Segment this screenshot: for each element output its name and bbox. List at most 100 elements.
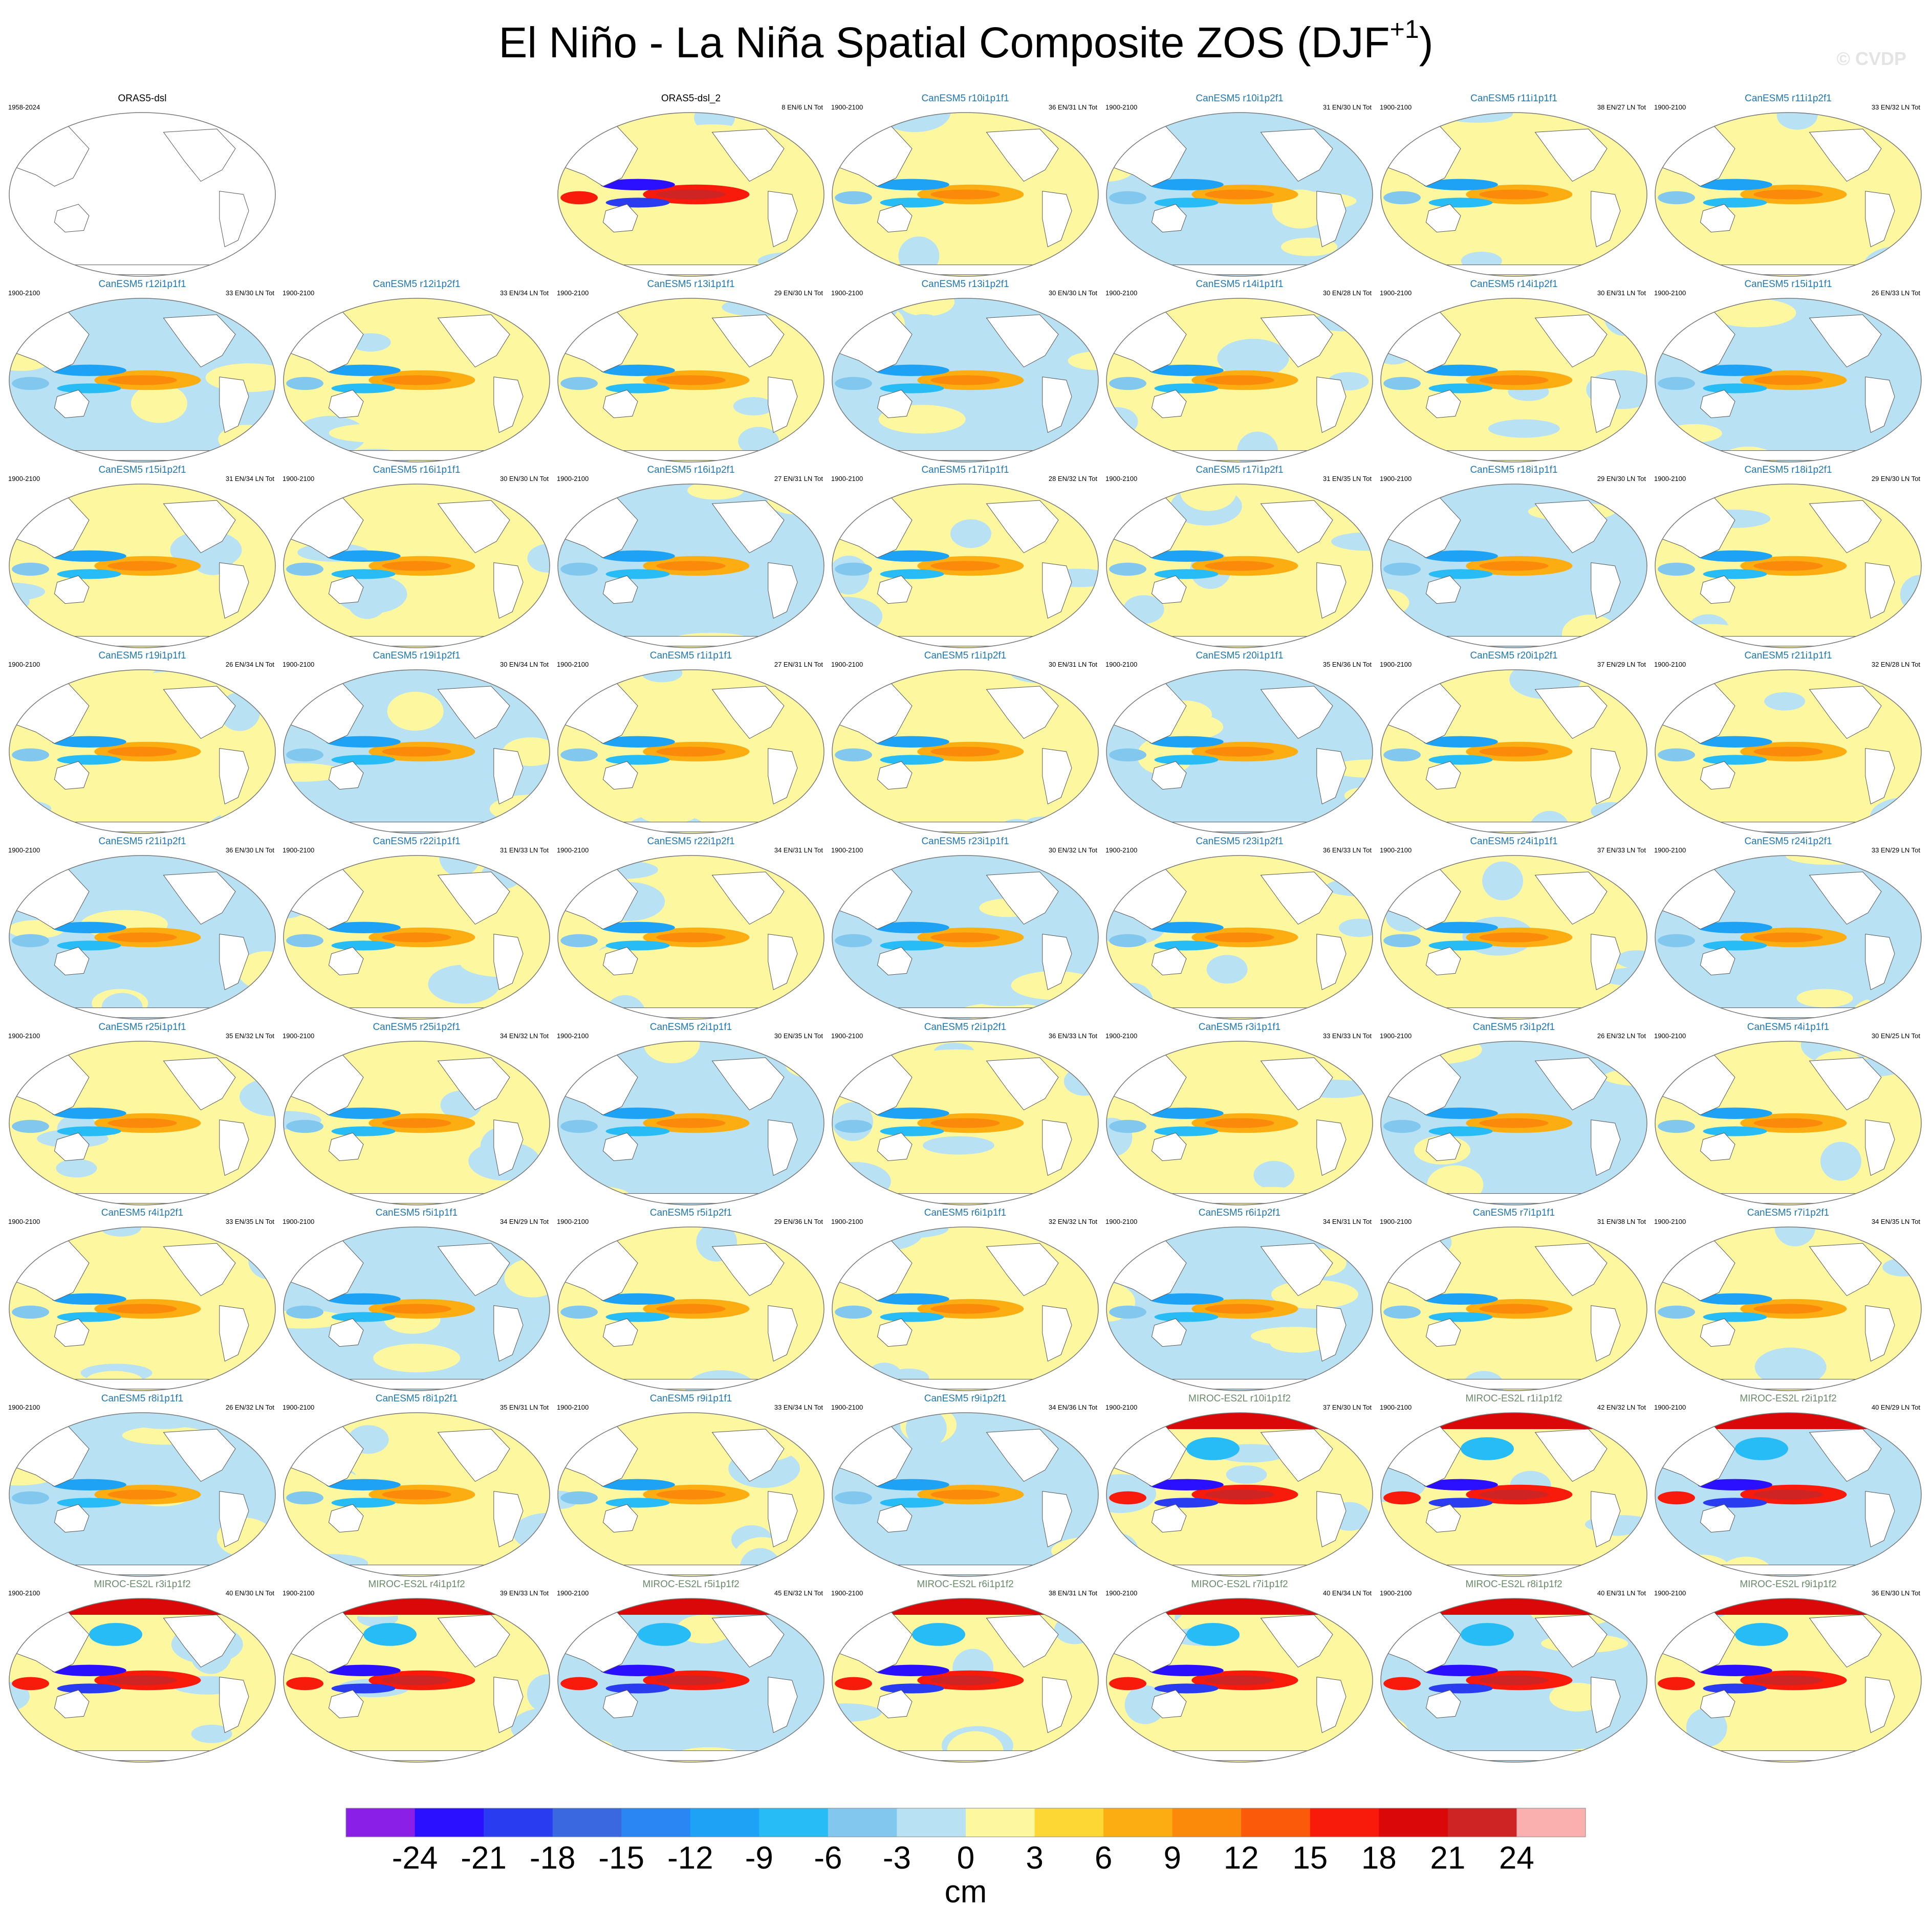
map-field: [9, 855, 275, 1019]
panel-period: 1900-2100: [283, 1403, 314, 1411]
map-field: [9, 1227, 275, 1391]
panel-event-count: 34 EN/35 LN Tot: [1872, 1218, 1921, 1225]
map-field: [284, 855, 550, 1019]
panel-title: CanESM5 r22i1p1f1: [373, 836, 460, 847]
panel-period: 1900-2100: [1654, 475, 1686, 482]
map-panel: MIROC-ES2L r3i1p1f2 1900-2100 40 EN/30 LN …: [8, 1579, 276, 1763]
map-panel: CanESM5 r12i1p2f1 1900-2100 33 EN/34 LN To…: [283, 279, 550, 463]
panel-event-count: 28 EN/32 LN Tot: [1049, 475, 1098, 482]
panel-event-count: 26 EN/32 LN Tot: [1597, 1032, 1646, 1040]
panel-title: CanESM5 r4i1p1f1: [1747, 1022, 1830, 1033]
panel-event-count: 34 EN/29 LN Tot: [500, 1218, 549, 1225]
colorbar-swatch: [690, 1808, 759, 1837]
map-field: [9, 670, 275, 833]
map-panel: CanESM5 r19i1p2f1 1900-2100 30 EN/34 LN To…: [283, 650, 550, 834]
panel-event-count: 32 EN/32 LN Tot: [1049, 1218, 1098, 1225]
map-panel: CanESM5 r7i1p1f1 1900-2100 31 EN/38 LN Tot: [1380, 1208, 1647, 1391]
colorbar-swatch: [1241, 1808, 1311, 1837]
panel-title: CanESM5 r7i1p1f1: [1473, 1208, 1555, 1218]
panel-event-count: 37 EN/33 LN Tot: [1597, 846, 1646, 854]
map-field: [1655, 298, 1921, 462]
colorbar-swatch: [759, 1808, 829, 1837]
panel-title: MIROC-ES2L r10i1p1f2: [1188, 1393, 1291, 1404]
map-panel: MIROC-ES2L r9i1p1f2 1900-2100 36 EN/30 LN …: [1654, 1579, 1922, 1763]
map-field: [1381, 113, 1647, 276]
map-field: [1655, 855, 1921, 1019]
panel-title: CanESM5 r18i1p1f1: [1470, 465, 1557, 475]
panel-event-count: 33 EN/35 LN Tot: [226, 1218, 275, 1225]
map-panel: CanESM5 r12i1p1f1 1900-2100 33 EN/30 LN To…: [8, 279, 276, 463]
colorbar-tick-label: -9: [745, 1840, 773, 1876]
panel-period: 1900-2100: [283, 1218, 314, 1225]
panel-event-count: 29 EN/30 LN Tot: [774, 289, 823, 297]
map-panel: CanESM5 r15i1p1f1 1900-2100 26 EN/33 LN To…: [1654, 279, 1922, 463]
map-field: [9, 113, 275, 276]
colorbar-unit: cm: [945, 1874, 987, 1909]
map-field: [1106, 298, 1373, 462]
panel-period: 1900-2100: [1105, 1218, 1137, 1225]
map-panel: CanESM5 r9i1p2f1 1900-2100 34 EN/36 LN Tot: [831, 1393, 1099, 1577]
panel-event-count: 30 EN/25 LN Tot: [1872, 1032, 1921, 1040]
panel-title: CanESM5 r17i1p1f1: [921, 465, 1009, 475]
colorbar-tick-label: -24: [392, 1840, 438, 1876]
panel-title: CanESM5 r15i1p1f1: [1744, 279, 1832, 290]
map-panel: CanESM5 r13i1p2f1 1900-2100 30 EN/30 LN To…: [831, 279, 1099, 463]
panel-period: 1900-2100: [831, 103, 863, 111]
panel-period: 1900-2100: [1654, 1218, 1686, 1225]
map-panel: CanESM5 r8i1p2f1 1900-2100 35 EN/31 LN Tot: [283, 1393, 550, 1577]
panel-period: 1900-2100: [8, 661, 40, 668]
panel-period: 1900-2100: [1105, 103, 1137, 111]
map-field: [284, 484, 550, 648]
panel-event-count: 34 EN/36 LN Tot: [1049, 1403, 1098, 1411]
map-field: [558, 1227, 824, 1391]
figure-title-end: ): [1419, 18, 1434, 67]
map-panel: MIROC-ES2L r10i1p1f2 1900-2100 37 EN/30 LN…: [1105, 1393, 1373, 1577]
panel-event-count: 31 EN/34 LN Tot: [226, 475, 275, 482]
panel-title: MIROC-ES2L r6i1p1f2: [917, 1579, 1013, 1590]
panel-event-count: 30 EN/31 LN Tot: [1049, 661, 1098, 668]
panel-event-count: 35 EN/36 LN Tot: [1323, 661, 1372, 668]
map-field: [558, 1041, 824, 1205]
panel-title: CanESM5 r7i1p2f1: [1747, 1208, 1830, 1218]
colorbar-tick-label: -6: [814, 1840, 842, 1876]
map-panel: CanESM5 r21i1p2f1 1900-2100 36 EN/30 LN To…: [8, 836, 276, 1020]
panel-title: MIROC-ES2L r8i1p1f2: [1465, 1579, 1562, 1590]
colorbar-swatch: [897, 1808, 966, 1837]
map-panel: ORAS5-dsl_2 8 EN/6 LN Tot: [557, 93, 824, 277]
colorbar-tick-label: -3: [883, 1840, 911, 1876]
map-field: [832, 1041, 1098, 1205]
colorbar-swatch: [552, 1808, 622, 1837]
panel-title: CanESM5 r23i1p2f1: [1196, 836, 1283, 847]
map-panel: MIROC-ES2L r7i1p1f2 1900-2100 40 EN/34 LN …: [1105, 1579, 1373, 1763]
panel-event-count: 31 EN/35 LN Tot: [1323, 475, 1372, 482]
panel-title: CanESM5 r1i1p1f1: [650, 650, 732, 661]
colorbar-tick-label: -12: [667, 1840, 713, 1876]
colorbar-swatch: [966, 1808, 1035, 1837]
panel-period: 1900-2100: [1380, 1218, 1412, 1225]
panel-event-count: 31 EN/38 LN Tot: [1597, 1218, 1646, 1225]
panel-event-count: 29 EN/30 LN Tot: [1872, 475, 1921, 482]
map-panel: CanESM5 r22i1p2f1 1900-2100 34 EN/31 LN To…: [557, 836, 824, 1020]
map-panel: CanESM5 r4i1p2f1 1900-2100 33 EN/35 LN Tot: [8, 1208, 276, 1391]
colorbar-tick-label: 9: [1163, 1840, 1181, 1876]
panel-period: 1900-2100: [831, 661, 863, 668]
map-field: [1381, 1227, 1647, 1391]
panel-period: 1900-2100: [557, 475, 589, 482]
panel-title: CanESM5 r18i1p2f1: [1744, 465, 1832, 475]
panel-event-count: 36 EN/33 LN Tot: [1323, 846, 1372, 854]
map-field: [558, 670, 824, 833]
map-panel: CanESM5 r10i1p1f1 1900-2100 36 EN/31 LN To…: [831, 93, 1099, 277]
panel-title: CanESM5 r5i1p1f1: [376, 1208, 458, 1218]
panel-event-count: 31 EN/30 LN Tot: [1323, 103, 1372, 111]
panel-title: CanESM5 r10i1p1f1: [921, 93, 1009, 104]
panel-period: 1900-2100: [831, 846, 863, 854]
map-panel: CanESM5 r15i1p2f1 1900-2100 31 EN/34 LN To…: [8, 465, 276, 648]
panel-period: 1900-2100: [8, 846, 40, 854]
panel-period: 1900-2100: [557, 661, 589, 668]
map-field: [832, 298, 1098, 462]
map-panel: ORAS5-dsl 1958-2024: [8, 93, 276, 277]
panel-event-count: 36 EN/30 LN Tot: [226, 846, 275, 854]
panel-title: CanESM5 r15i1p2f1: [98, 465, 186, 475]
map-panel: CanESM5 r3i1p2f1 1900-2100 26 EN/32 LN Tot: [1380, 1022, 1647, 1205]
